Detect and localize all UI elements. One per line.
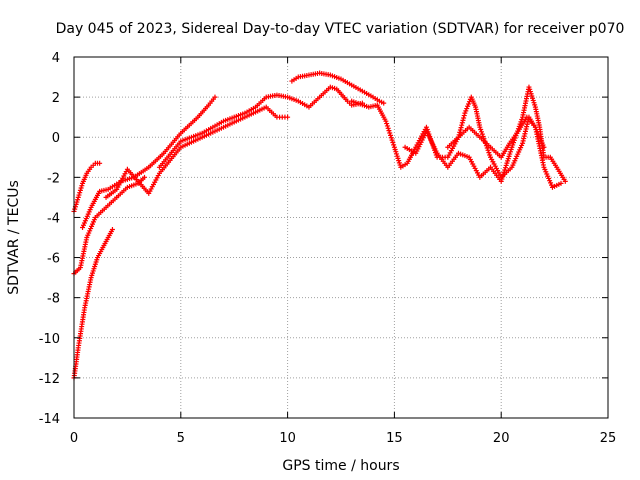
y-tick-label: -2 [47, 171, 60, 186]
data-point [504, 160, 510, 166]
series-track-2 [71, 174, 147, 277]
data-point [388, 132, 394, 138]
data-point [464, 106, 470, 112]
data-point [487, 152, 493, 158]
series-track-8 [349, 94, 564, 190]
data-point [510, 142, 516, 148]
data-point [503, 162, 509, 168]
series-track-10 [445, 114, 547, 160]
data-point [499, 176, 505, 182]
data-point [478, 129, 484, 135]
data-point [508, 147, 514, 153]
data-point [500, 174, 506, 180]
data-point [459, 122, 465, 128]
x-tick-label: 25 [600, 431, 617, 446]
grid [74, 57, 608, 418]
plot-frame [73, 56, 609, 419]
data-point [465, 103, 471, 109]
data-point [458, 125, 464, 131]
data-point [506, 153, 512, 159]
data-point [479, 131, 485, 137]
data-point [562, 178, 568, 184]
x-tick-label: 10 [279, 431, 296, 446]
data-point [459, 120, 465, 126]
data-point [391, 142, 397, 148]
x-tick-label: 20 [493, 431, 510, 446]
x-tick-label: 15 [386, 431, 403, 446]
data-point [389, 137, 395, 143]
data-point [76, 192, 82, 198]
series-track-3 [71, 160, 103, 214]
data-point [541, 144, 547, 150]
data-point [502, 167, 508, 173]
data-point [386, 128, 392, 134]
data-point [77, 190, 83, 196]
x-tick-label: 5 [177, 431, 185, 446]
data-point [79, 183, 85, 189]
data-point [462, 110, 468, 116]
data-point [384, 123, 390, 129]
data-point [477, 124, 483, 130]
data-point [501, 169, 507, 175]
series-track-4 [80, 94, 218, 230]
data-point [212, 94, 218, 100]
data-point [285, 114, 291, 120]
data-marks [71, 70, 568, 381]
data-point [381, 100, 387, 106]
data-point [109, 226, 115, 232]
y-tick-label: 0 [52, 131, 60, 146]
data-point [383, 118, 389, 124]
y-tick-label: -10 [39, 332, 60, 347]
y-tick-label: -12 [39, 372, 60, 387]
data-point [460, 117, 466, 123]
data-point [485, 147, 491, 153]
data-point [97, 160, 103, 166]
y-tick-label: 4 [52, 51, 60, 66]
data-point [500, 172, 506, 178]
data-point [505, 156, 511, 162]
data-point [507, 151, 513, 157]
data-point [78, 185, 84, 191]
series-track-7 [289, 70, 387, 106]
data-point [456, 132, 462, 138]
y-tick-label: -6 [47, 252, 60, 267]
y-tick-label: -4 [47, 211, 60, 226]
data-point [141, 174, 147, 180]
data-point [457, 127, 463, 133]
chart-title: Day 045 of 2023, Sidereal Day-to-day VTE… [56, 21, 625, 37]
data-point [75, 197, 81, 203]
data-point [505, 158, 511, 164]
data-point [74, 199, 80, 205]
data-point [385, 125, 391, 131]
data-point [463, 108, 469, 114]
data-point [478, 127, 484, 133]
data-point [75, 194, 81, 200]
data-point [498, 178, 504, 184]
data-point [72, 206, 78, 212]
y-tick-label: -8 [47, 292, 60, 307]
series-track-6 [156, 84, 365, 170]
data-point [461, 115, 467, 121]
data-point [486, 150, 492, 156]
x-axis-label: GPS time / hours [282, 458, 399, 474]
y-tick-label: 2 [52, 91, 60, 106]
data-point [388, 135, 394, 141]
data-point [461, 113, 467, 119]
data-point [466, 101, 472, 107]
data-point [387, 130, 393, 136]
series-track-1 [71, 226, 115, 381]
x-tick-label: 0 [70, 431, 78, 446]
data-point [384, 121, 390, 127]
data-point [502, 165, 508, 171]
y-tick-label: -14 [39, 412, 60, 427]
series-track-5 [103, 104, 291, 200]
data-point [77, 187, 83, 193]
data-point [509, 144, 515, 150]
data-point [390, 140, 396, 146]
data-point [558, 180, 564, 186]
data-point [507, 149, 513, 155]
y-axis-label: SDTVAR / TECUs [6, 180, 22, 295]
